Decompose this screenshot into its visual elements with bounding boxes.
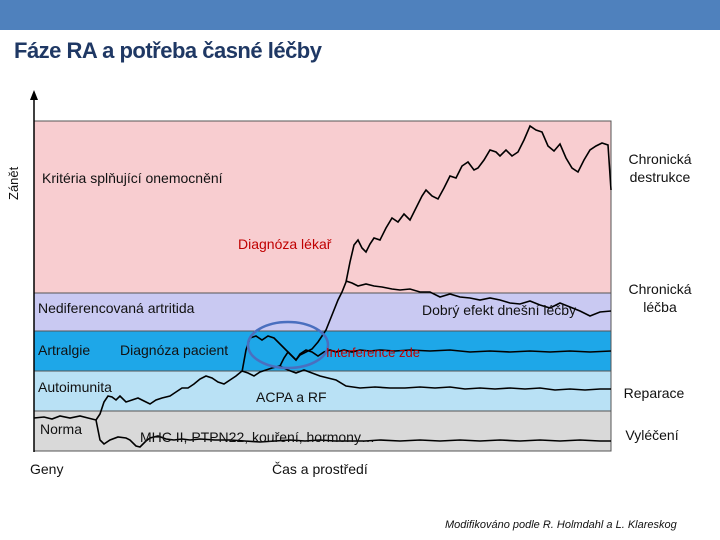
label-undifferentiated: Nediferencovaná artritida <box>38 300 195 316</box>
curve-autoimmunity <box>95 365 611 421</box>
label-acpa: ACPA a RF <box>256 389 327 405</box>
band-autoimmunity <box>33 370 612 412</box>
label-normal: Norma <box>40 421 83 437</box>
band-criteria <box>33 120 612 294</box>
band-normal <box>33 410 612 452</box>
credit: Modifikováno podle R. Holmdahl a L. Klar… <box>445 519 677 531</box>
label-diagnosis-doctor: Diagnóza lékař <box>238 236 332 252</box>
curve-normal <box>33 415 611 448</box>
outcome-cure: Vyléčení <box>625 427 679 443</box>
label-genes: Geny <box>30 461 64 477</box>
interference-circle <box>246 320 330 370</box>
curve-destruction <box>279 124 612 367</box>
label-factors: MHC II, PTPN22, kouření, hormony… <box>140 429 375 445</box>
header-bar <box>0 0 720 30</box>
y-axis-arrow <box>30 90 38 100</box>
label-autoimmunity: Autoimunita <box>38 379 112 395</box>
curve-arthralgia <box>241 335 612 373</box>
label-good-effect: Dobrý efekt dnešní léčby <box>422 302 577 318</box>
page-title: Fáze RA a potřeba časné léčby <box>14 38 322 63</box>
label-arthralgia: Artralgie <box>38 342 91 358</box>
label-interference: Interference zde <box>326 345 420 360</box>
x-axis-label: Čas a prostředí <box>272 461 368 477</box>
label-criteria: Kritéria splňující onemocnění <box>42 170 223 186</box>
outcome-destruction: Chronická destrukce <box>628 151 692 185</box>
curve-chronic-treatment <box>345 280 612 317</box>
outcome-repair: Reparace <box>623 385 685 401</box>
y-axis-label: Zánět <box>6 166 21 200</box>
label-diagnosis-patient: Diagnóza pacient <box>120 342 229 358</box>
outcome-chronic: Chronická léčba <box>628 281 692 315</box>
